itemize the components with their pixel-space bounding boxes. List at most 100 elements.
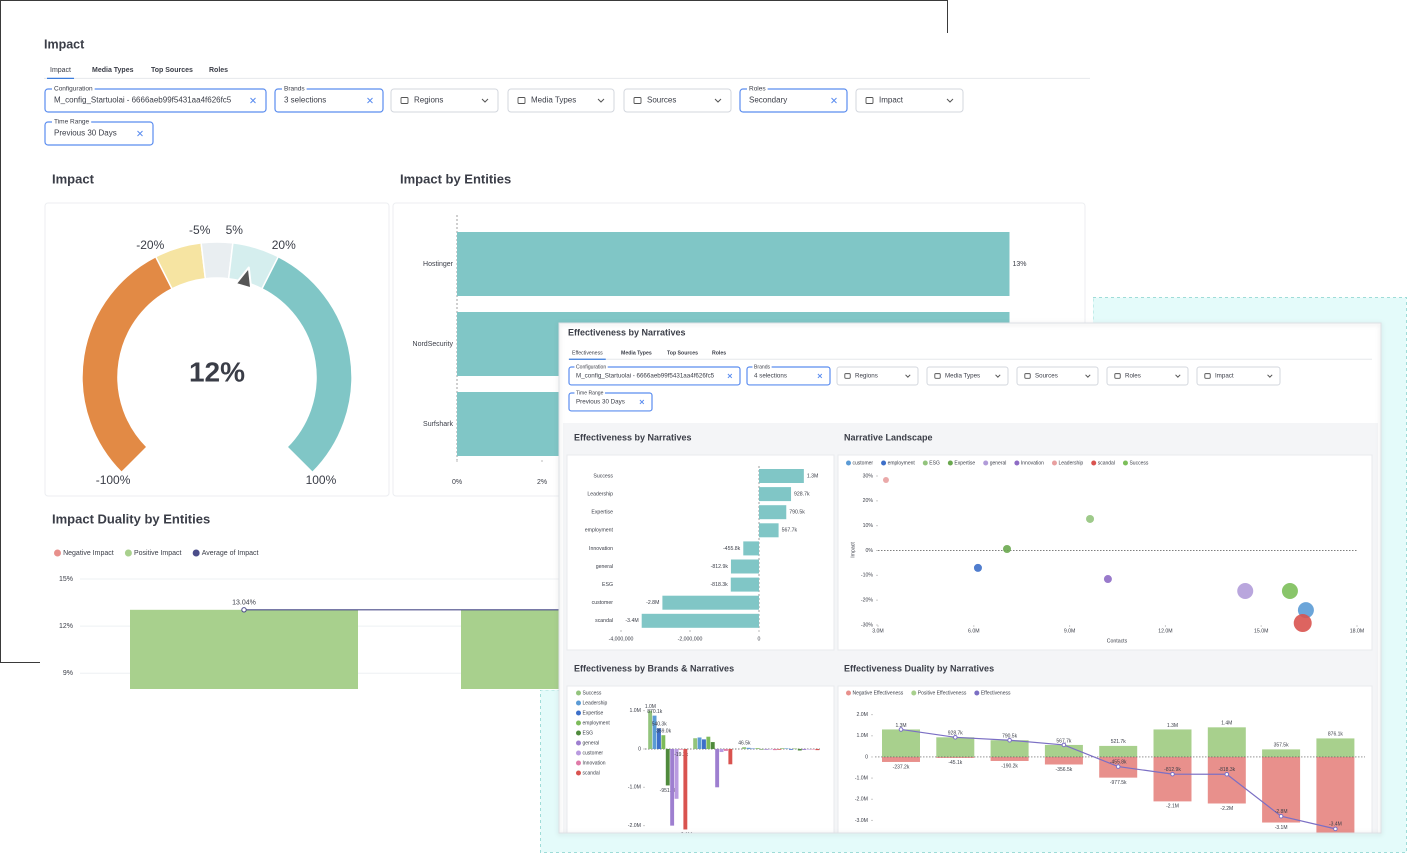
y-tick-label: customer	[592, 600, 614, 606]
clear-icon[interactable]	[727, 373, 733, 379]
bar	[697, 737, 702, 749]
clear-icon[interactable]	[831, 97, 837, 104]
filter-box[interactable]	[507, 88, 615, 113]
legend-marker	[974, 690, 980, 696]
filter-box[interactable]	[1016, 366, 1099, 386]
filter-box[interactable]	[44, 121, 154, 146]
bar	[457, 232, 1010, 296]
legend-label: Effectiveness	[981, 690, 1011, 696]
filter-icon	[633, 97, 642, 104]
chevron	[481, 98, 489, 103]
filter-value: Regions	[855, 373, 878, 380]
filter-box[interactable]	[836, 366, 919, 386]
chevron	[1267, 374, 1273, 378]
filter-label-bg	[574, 390, 605, 396]
filter-box[interactable]	[568, 366, 741, 386]
bar	[670, 748, 675, 826]
y-tick-label: employment	[585, 528, 614, 534]
bar	[130, 609, 358, 689]
tab[interactable]: Media Types	[92, 67, 134, 74]
x-tick-label: -2,000,000	[678, 636, 703, 642]
gauge-value: 12%	[189, 356, 245, 387]
gauge-tick-label: -5%	[189, 223, 211, 237]
filter-value: Media Types	[945, 373, 980, 380]
bar	[1316, 738, 1355, 757]
bar	[674, 748, 679, 799]
legend-label: ESG	[583, 730, 594, 736]
tab[interactable]: Effectiveness	[572, 350, 603, 356]
filter-box[interactable]	[926, 366, 1009, 386]
filter-box[interactable]	[1106, 366, 1189, 386]
y-tick-label: Surfshark	[423, 421, 453, 428]
data-label: -2.8M	[1275, 809, 1288, 815]
filter-box[interactable]	[855, 88, 964, 113]
gauge-tick-label: -100%	[96, 473, 131, 487]
legend-marker	[192, 549, 200, 557]
bar	[802, 748, 807, 750]
data-label: -818.3k	[710, 582, 728, 588]
filter-box[interactable]	[274, 88, 384, 113]
bar	[728, 748, 733, 765]
filter-box[interactable]	[1196, 366, 1281, 386]
tab[interactable]: Top Sources	[667, 350, 698, 356]
filter-box[interactable]	[739, 88, 848, 113]
tab[interactable]: Top Sources	[151, 67, 193, 74]
bar	[755, 748, 760, 749]
legend-marker	[576, 770, 581, 776]
filter-box[interactable]	[623, 88, 732, 113]
filter-value: M_config_Startuolai	[54, 96, 125, 105]
filter-label-bg	[747, 86, 768, 92]
clear-icon[interactable]	[817, 373, 823, 379]
filter-box[interactable]	[568, 392, 653, 412]
line-point	[1115, 764, 1121, 769]
legend-marker	[846, 460, 851, 466]
bar	[789, 748, 793, 750]
bar	[936, 737, 975, 757]
bar	[746, 747, 751, 749]
legend-label: Leadership	[1058, 460, 1083, 466]
data-label: 928.7k	[794, 491, 810, 497]
legend-label: Success	[583, 690, 602, 696]
bar	[764, 748, 769, 750]
point	[882, 476, 889, 483]
legend-label: Positive Impact	[134, 550, 182, 557]
filter-icon	[934, 373, 941, 379]
tab[interactable]: Roles	[712, 350, 726, 356]
legend-label: Average of Impact	[202, 550, 259, 557]
y-tick-label: -30%	[861, 622, 873, 628]
data-label: -3.4M	[1329, 822, 1342, 828]
data-label: -812.9k	[711, 564, 729, 570]
data-label: 46.5k	[738, 741, 751, 747]
data-label: 870.1k	[647, 709, 663, 715]
data-label: -951.5k	[660, 788, 677, 794]
bar	[1262, 749, 1301, 757]
clear-icon[interactable]	[639, 399, 645, 405]
y-tick-label: -1.0M	[855, 775, 868, 781]
filter-label: Roles	[749, 86, 766, 93]
legend-marker	[576, 690, 581, 696]
clear-icon[interactable]	[250, 97, 256, 104]
filter-box[interactable]	[746, 366, 831, 386]
bar	[759, 505, 787, 520]
legend-marker	[576, 760, 581, 766]
filter-box[interactable]	[44, 88, 267, 113]
filter-label-bg	[574, 364, 608, 370]
filter-label: Time Range	[576, 390, 604, 396]
filter-box[interactable]	[390, 88, 499, 113]
bar	[730, 577, 759, 592]
legend-marker	[911, 690, 917, 696]
bar	[759, 523, 779, 538]
chevron	[714, 98, 722, 103]
bar	[719, 748, 724, 753]
page-title: Effectiveness by Narratives	[568, 327, 686, 337]
clear-icon[interactable]	[367, 97, 373, 104]
tab[interactable]: Impact	[50, 67, 71, 74]
page-title: Impact	[44, 37, 85, 51]
bar	[662, 595, 759, 610]
bar	[990, 756, 1029, 761]
clear-icon[interactable]	[137, 130, 143, 137]
tab[interactable]: Roles	[209, 67, 228, 74]
tab[interactable]: Media Types	[621, 350, 652, 356]
filter-value: Impact	[879, 96, 904, 105]
